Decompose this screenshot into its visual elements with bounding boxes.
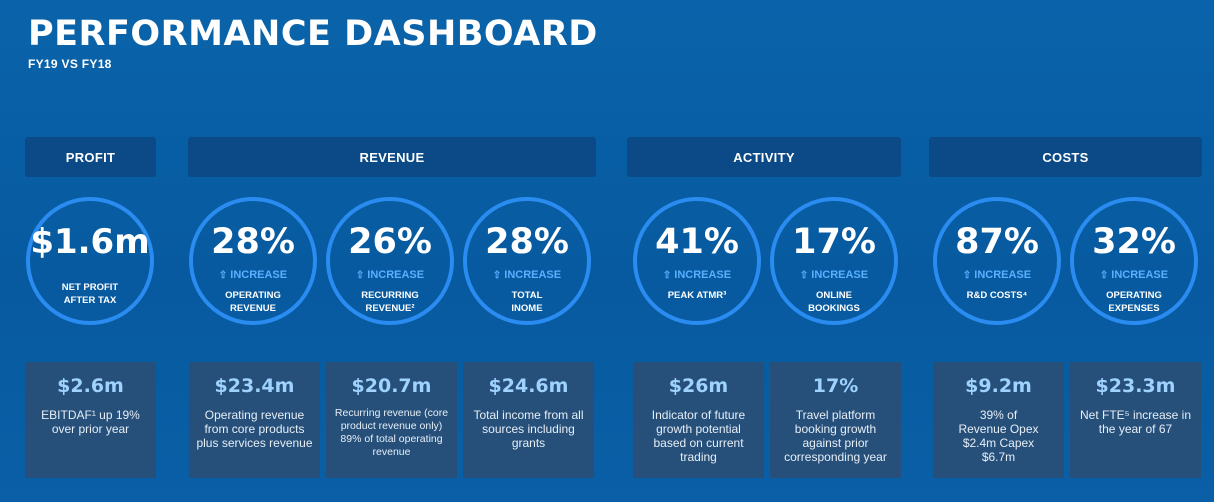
increase-indicator: ⇧ INCREASE	[663, 269, 731, 281]
metric-label: OPERATING EXPENSES	[1106, 289, 1162, 315]
increase-indicator: ⇧ INCREASE	[493, 269, 561, 281]
metric-circle-net-profit: $1.6m NET PROFIT AFTER TAX	[26, 197, 154, 325]
increase-label: INCREASE	[974, 269, 1032, 281]
increase-label: INCREASE	[367, 269, 425, 281]
metric-label-line: ONLINE	[816, 290, 852, 301]
card-value: $2.6m	[57, 375, 124, 397]
metric-label-line: EXPENSES	[1108, 303, 1160, 314]
metric-label-line: AFTER TAX	[63, 295, 117, 306]
metric-label: PEAK ATMR³	[668, 289, 727, 302]
metric-circle-recurring-revenue: 26% ⇧ INCREASE RECURRING REVENUE²	[326, 197, 454, 325]
metric-label: NET PROFIT AFTER TAX	[62, 281, 118, 307]
card-description: Indicator of future growth potential bas…	[651, 408, 746, 464]
detail-card-operating-revenue: $23.4m Operating revenue from core produ…	[189, 362, 320, 478]
increase-indicator: ⇧ INCREASE	[800, 269, 868, 281]
increase-label: INCREASE	[504, 269, 562, 281]
metric-value: 28%	[211, 222, 295, 262]
metric-circle-operating-revenue: 28% ⇧ INCREASE OPERATING REVENUE	[189, 197, 317, 325]
card-value: 17%	[812, 375, 859, 397]
section-header-profit: PROFIT	[25, 137, 156, 177]
metric-label-line: R&D COSTS⁴	[966, 290, 1028, 301]
metric-label-line: TOTAL	[511, 290, 543, 301]
metric-label-line: BOOKINGS	[808, 303, 860, 314]
up-arrow-icon: ⇧	[218, 269, 228, 281]
metric-circle-online-bookings: 17% ⇧ INCREASE ONLINE BOOKINGS	[770, 197, 898, 325]
metric-label: RECURRING REVENUE²	[361, 289, 419, 315]
increase-label: INCREASE	[1111, 269, 1169, 281]
card-value: $26m	[668, 375, 729, 397]
card-value: $23.4m	[214, 375, 295, 397]
increase-label: INCREASE	[811, 269, 869, 281]
page-title: PERFORMANCE DASHBOARD	[28, 14, 598, 54]
up-arrow-icon: ⇧	[962, 269, 972, 281]
metric-value: 28%	[485, 222, 569, 262]
card-description: Recurring revenue (core product revenue …	[334, 407, 449, 458]
up-arrow-icon: ⇧	[662, 269, 672, 281]
metric-label-line: REVENUE²	[365, 303, 415, 314]
card-description: EBITDAF¹ up 19% over prior year	[41, 408, 140, 436]
section-header-activity: ACTIVITY	[627, 137, 901, 177]
detail-card-total-income: $24.6m Total income from all sources inc…	[463, 362, 594, 478]
metric-value: 41%	[655, 222, 739, 262]
metric-label: OPERATING REVENUE	[225, 289, 281, 315]
card-description: 39% of Revenue Opex $2.4m Capex $6.7m	[958, 408, 1039, 464]
detail-card-recurring-revenue: $20.7m Recurring revenue (core product r…	[326, 362, 457, 478]
card-description: Net FTE⁵ increase in the year of 67	[1079, 408, 1191, 436]
metric-label: ONLINE BOOKINGS	[808, 289, 860, 315]
metric-label-line: PEAK ATMR³	[667, 290, 727, 301]
metric-circle-operating-expenses: 32% ⇧ INCREASE OPERATING EXPENSES	[1070, 197, 1198, 325]
increase-indicator: ⇧ INCREASE	[219, 269, 287, 281]
section-header-costs: COSTS	[929, 137, 1202, 177]
metric-label-line: OPERATING	[225, 290, 281, 301]
detail-card-rd-costs: $9.2m 39% of Revenue Opex $2.4m Capex $6…	[933, 362, 1064, 478]
metric-label: TOTAL INOME	[511, 289, 542, 315]
metric-value: 87%	[955, 222, 1039, 262]
page-subtitle: FY19 VS FY18	[28, 57, 112, 71]
metric-label-line: INOME	[511, 303, 543, 314]
metric-circle-peak-atmr: 41% ⇧ INCREASE PEAK ATMR³	[633, 197, 761, 325]
metric-value: 32%	[1092, 222, 1176, 262]
increase-indicator: ⇧ INCREASE	[963, 269, 1031, 281]
metric-label-line: OPERATING	[1106, 290, 1162, 301]
metric-label: R&D COSTS⁴	[967, 289, 1028, 302]
card-description: Total income from all sources including …	[473, 408, 584, 450]
increase-label: INCREASE	[230, 269, 288, 281]
up-arrow-icon: ⇧	[355, 269, 365, 281]
up-arrow-icon: ⇧	[799, 269, 809, 281]
detail-card-operating-expenses: $23.3m Net FTE⁵ increase in the year of …	[1070, 362, 1201, 478]
card-value: $24.6m	[488, 375, 569, 397]
up-arrow-icon: ⇧	[492, 269, 502, 281]
metric-label-line: RECURRING	[361, 290, 419, 301]
metric-label-line: REVENUE	[230, 303, 276, 314]
increase-indicator: ⇧ INCREASE	[356, 269, 424, 281]
metric-value: 26%	[348, 222, 432, 262]
detail-card-ebitdaf: $2.6m EBITDAF¹ up 19% over prior year	[25, 362, 156, 478]
increase-indicator: ⇧ INCREASE	[1100, 269, 1168, 281]
up-arrow-icon: ⇧	[1099, 269, 1109, 281]
card-description: Operating revenue from core products plu…	[196, 408, 313, 450]
metric-value: 17%	[792, 222, 876, 262]
card-value: $20.7m	[351, 375, 432, 397]
metric-value: $1.6m	[30, 222, 150, 262]
card-value: $23.3m	[1095, 375, 1176, 397]
metric-label-line: NET PROFIT	[61, 282, 119, 293]
detail-card-online-bookings: 17% Travel platform booking growth again…	[770, 362, 901, 478]
card-description: Travel platform booking growth against p…	[784, 408, 887, 464]
detail-card-peak-atmr: $26m Indicator of future growth potentia…	[633, 362, 764, 478]
metric-circle-rd-costs: 87% ⇧ INCREASE R&D COSTS⁴	[933, 197, 1061, 325]
card-value: $9.2m	[965, 375, 1032, 397]
metric-circle-total-income: 28% ⇧ INCREASE TOTAL INOME	[463, 197, 591, 325]
increase-label: INCREASE	[674, 269, 732, 281]
section-header-revenue: REVENUE	[188, 137, 596, 177]
